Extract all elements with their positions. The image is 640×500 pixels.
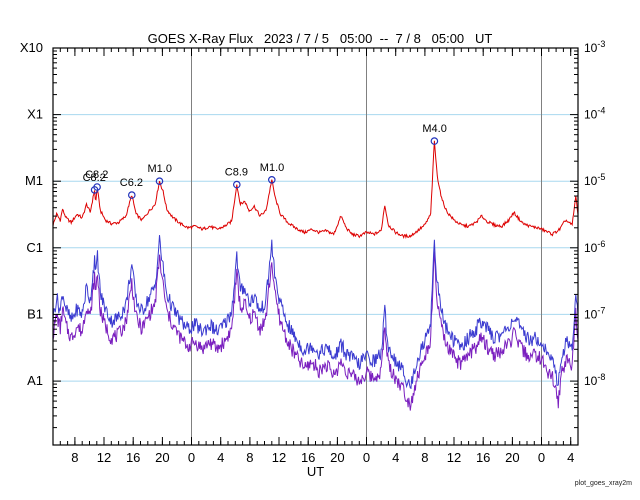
svg-text:10-7: 10-7 <box>584 305 605 321</box>
svg-text:C1: C1 <box>26 240 43 255</box>
svg-text:12: 12 <box>272 450 286 465</box>
chart-title: GOES X-Ray Flux 2023 / 7 / 5 05:00 -- 7 … <box>147 31 493 46</box>
svg-text:0: 0 <box>538 450 545 465</box>
svg-text:20: 20 <box>505 450 519 465</box>
svg-text:X10: X10 <box>20 40 43 55</box>
svg-text:10-4: 10-4 <box>584 106 605 122</box>
svg-text:M1.0: M1.0 <box>260 162 284 174</box>
svg-text:12: 12 <box>97 450 111 465</box>
svg-text:C8.2: C8.2 <box>83 172 106 184</box>
svg-text:0: 0 <box>363 450 370 465</box>
svg-text:16: 16 <box>301 450 315 465</box>
svg-text:C8.9: C8.9 <box>225 167 248 179</box>
svg-text:10-5: 10-5 <box>584 172 605 188</box>
svg-text:B1: B1 <box>27 306 43 321</box>
svg-text:10-3: 10-3 <box>584 39 605 55</box>
svg-text:8: 8 <box>71 450 78 465</box>
svg-text:A1: A1 <box>27 373 43 388</box>
svg-text:X1: X1 <box>27 107 43 122</box>
svg-text:16: 16 <box>476 450 490 465</box>
svg-text:M4.0: M4.0 <box>422 123 446 135</box>
x-axis-label: UT <box>306 464 325 479</box>
svg-text:4: 4 <box>217 450 224 465</box>
svg-text:C6.2: C6.2 <box>120 177 143 189</box>
svg-text:10-8: 10-8 <box>584 372 605 388</box>
svg-text:4: 4 <box>567 450 574 465</box>
svg-text:20: 20 <box>155 450 169 465</box>
svg-text:20: 20 <box>330 450 344 465</box>
svg-text:16: 16 <box>126 450 140 465</box>
svg-text:C8.2: C8.2 <box>85 169 108 181</box>
svg-text:10-6: 10-6 <box>584 239 605 255</box>
svg-text:M1.0: M1.0 <box>148 163 172 175</box>
plot-credit-text: plot_goes_xray2m <box>574 480 632 487</box>
svg-text:0: 0 <box>188 450 195 465</box>
svg-text:8: 8 <box>246 450 253 465</box>
svg-text:4: 4 <box>392 450 399 465</box>
svg-text:M1: M1 <box>25 173 43 188</box>
svg-text:12: 12 <box>447 450 461 465</box>
svg-text:8: 8 <box>421 450 428 465</box>
